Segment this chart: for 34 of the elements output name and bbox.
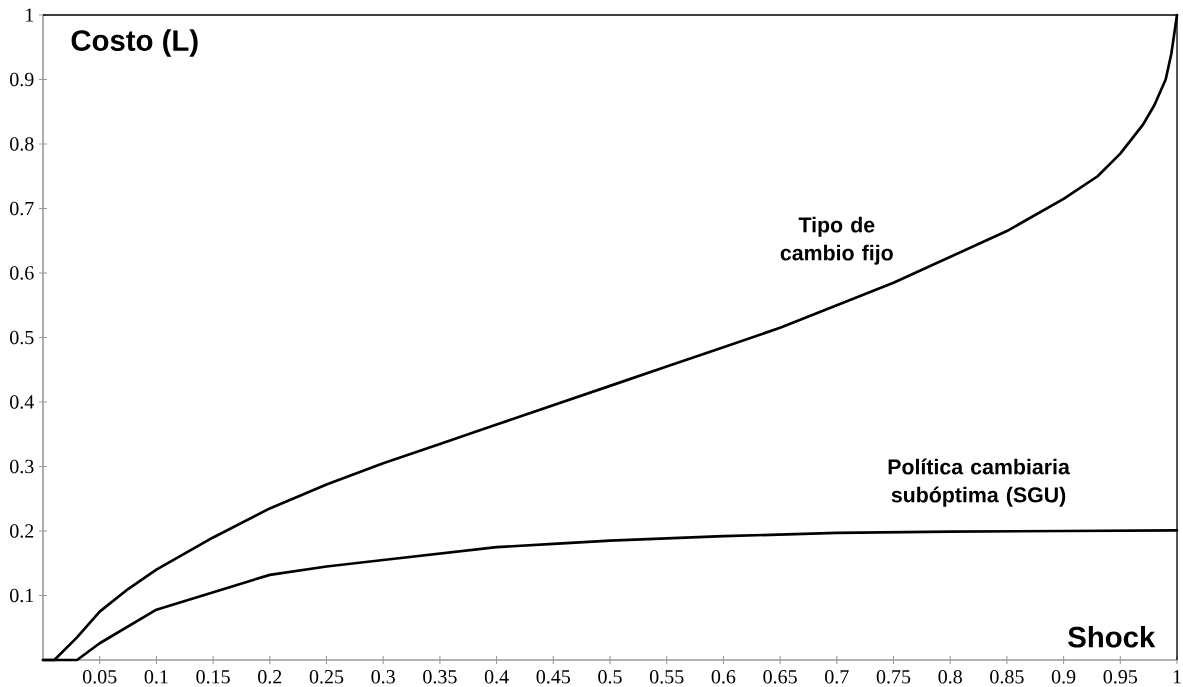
x-tick-label: 0.35 [423, 670, 457, 684]
x-tick-label: 0.45 [536, 670, 571, 684]
y-tick-label: 0.4 [10, 395, 34, 409]
x-tick-label: 0.65 [763, 670, 797, 684]
series-label: Política cambiaria subóptima (SGU) [888, 458, 1070, 507]
y-axis-title: Costo (L) [71, 29, 198, 57]
x-tick-label: 1 [1173, 670, 1181, 684]
y-tick-label: 0.7 [10, 201, 34, 216]
x-tick-label: 0.9 [1051, 670, 1076, 684]
x-tick-label: 0.1 [144, 670, 168, 684]
x-tick-label: 0.95 [1103, 670, 1138, 684]
y-tick-label: 0.6 [10, 266, 34, 280]
y-tick-label: 0.3 [10, 459, 34, 474]
x-tick-label: 0.8 [938, 670, 962, 684]
x-axis-title: Shock [1068, 626, 1156, 648]
x-tick-label: 0.3 [371, 670, 395, 684]
x-tick-label: 0.55 [649, 670, 684, 684]
x-tick-label: 0.75 [876, 670, 911, 684]
y-tick-label: 0.5 [10, 330, 34, 345]
x-tick-label: 0.25 [309, 670, 344, 684]
x-tick-label: 0.6 [711, 670, 736, 684]
x-tick-label: 0.85 [990, 670, 1024, 684]
x-tick-label: 0.7 [825, 670, 849, 684]
y-tick-label: 0.1 [10, 588, 34, 603]
x-tick-label: 0.05 [82, 670, 117, 684]
y-tick-label: 0.8 [10, 137, 34, 151]
x-tick-label: 0.2 [258, 670, 282, 684]
series-label: Tipo de cambio fijo [780, 216, 893, 265]
x-tick-label: 0.5 [598, 670, 622, 684]
y-tick-label: 1 [26, 8, 34, 22]
x-tick-label: 0.4 [484, 670, 509, 684]
y-tick-label: 0.9 [10, 72, 34, 87]
y-tick-label: 0.2 [10, 524, 34, 538]
x-tick-label: 0.15 [196, 670, 230, 684]
